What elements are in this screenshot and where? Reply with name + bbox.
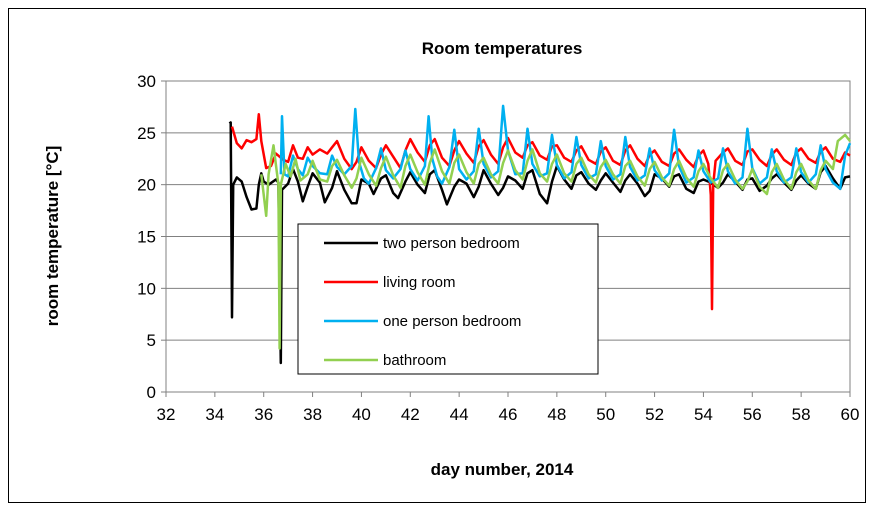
x-tick-label: 40 [352,405,371,424]
y-tick-label: 30 [137,72,156,91]
x-tick-label: 52 [645,405,664,424]
legend-label: two person bedroom [383,235,520,252]
x-tick-label: 48 [547,405,566,424]
legend: two person bedroom living room one person … [297,223,599,375]
x-tick-label: 38 [303,405,322,424]
x-tick-labels: 32 34 36 38 40 42 44 46 48 50 52 54 56 58 60 [157,405,860,424]
legend-box [297,223,599,375]
x-tick-label: 32 [157,405,176,424]
legend-label: bathroom [383,352,446,369]
chart-title: Room temperatures [422,39,583,58]
x-axis-label: day number, 2014 [431,460,574,479]
x-tick-label: 44 [450,405,469,424]
legend-label: living room [383,274,456,291]
x-tick-label: 50 [596,405,615,424]
x-tick-label: 58 [792,405,811,424]
series-layer [228,104,852,365]
y-tick-label: 10 [137,279,156,298]
series-line-2 [279,104,852,191]
x-tick-label: 56 [743,405,762,424]
y-tick-labels: 0 5 10 15 20 25 30 [137,72,156,402]
plot-area [165,80,851,393]
series-line-3 [260,133,851,350]
x-tick-label: 46 [499,405,518,424]
legend-label: one person bedroom [383,313,521,330]
y-axis-label: room temperature [°C] [43,146,62,327]
y-tick-label: 5 [147,331,156,350]
x-tick-label: 42 [401,405,420,424]
y-tick-label: 0 [147,383,156,402]
x-tick-label: 54 [694,405,713,424]
x-tick-label: 36 [254,405,273,424]
y-tick-label: 25 [137,124,156,143]
y-tick-label: 20 [137,176,156,195]
x-tick-label: 60 [841,405,860,424]
x-tick-label: 34 [205,405,224,424]
y-tick-label: 15 [137,228,156,247]
